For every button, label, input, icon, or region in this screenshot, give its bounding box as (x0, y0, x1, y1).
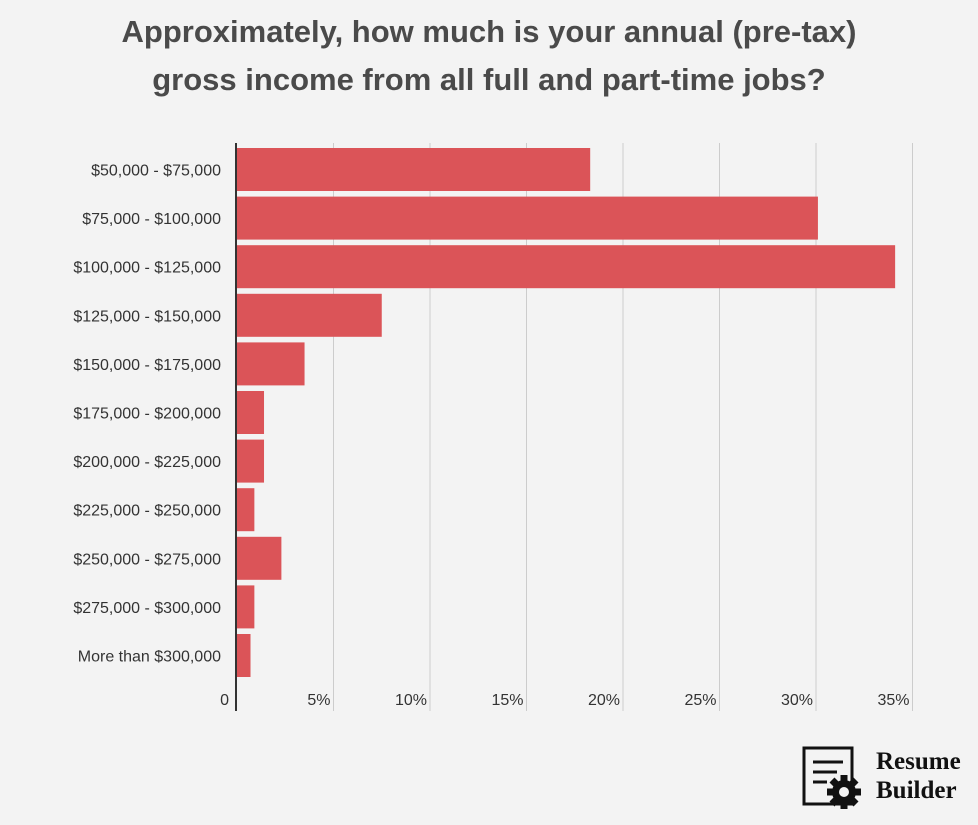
bars (237, 148, 896, 677)
x-tick-label-10: 10% (395, 692, 427, 709)
category-label-2: $100,000 - $125,000 (73, 260, 221, 277)
category-label-6: $200,000 - $225,000 (73, 454, 221, 471)
category-label-7: $225,000 - $250,000 (73, 503, 221, 520)
category-label-0: $50,000 - $75,000 (91, 163, 221, 180)
x-tick-label-25: 25% (684, 692, 716, 709)
x-tick-label-30: 30% (781, 692, 813, 709)
x-tick-label-5: 5% (307, 692, 330, 709)
logo-text: Resume Builder (876, 747, 961, 805)
bar-6 (237, 439, 265, 483)
bar-0 (237, 148, 591, 191)
x-tick-labels: 0 5% 10% 15% 20% 25% 30% 35% (220, 692, 909, 709)
bar-2 (237, 245, 896, 289)
bar-7 (237, 488, 255, 532)
logo-text-line-1: Resume (876, 748, 961, 775)
bar-3 (237, 293, 382, 337)
category-label-9: $275,000 - $300,000 (73, 600, 221, 617)
logo-text-line-2: Builder (876, 777, 957, 804)
category-labels: $50,000 - $75,000 $75,000 - $100,000 $100,… (73, 163, 221, 666)
category-label-1: $75,000 - $100,000 (82, 211, 221, 228)
bar-5 (237, 391, 265, 434)
bar-1 (237, 196, 818, 240)
x-tick-label-35: 35% (877, 692, 909, 709)
bar-10 (237, 634, 251, 677)
x-tick-label-15: 15% (491, 692, 523, 709)
category-label-10: More than $300,000 (78, 649, 221, 666)
resume-builder-logo: Resume Builder (800, 745, 970, 811)
chart-title-line-1: Approximately, how much is your annual (… (121, 14, 857, 49)
category-label-3: $125,000 - $150,000 (73, 308, 221, 325)
document-gear-icon (802, 746, 861, 809)
category-label-8: $250,000 - $275,000 (73, 551, 221, 568)
bar-9 (237, 585, 255, 629)
x-tick-label-0: 0 (220, 692, 229, 709)
category-label-4: $150,000 - $175,000 (73, 357, 221, 374)
bar-8 (237, 536, 282, 580)
chart-title-line-2: gross income from all full and part-time… (152, 62, 826, 97)
chart-title: Approximately, how much is your annual (… (0, 8, 978, 104)
bar-4 (237, 342, 305, 386)
x-tick-label-20: 20% (588, 692, 620, 709)
category-label-5: $175,000 - $200,000 (73, 406, 221, 423)
